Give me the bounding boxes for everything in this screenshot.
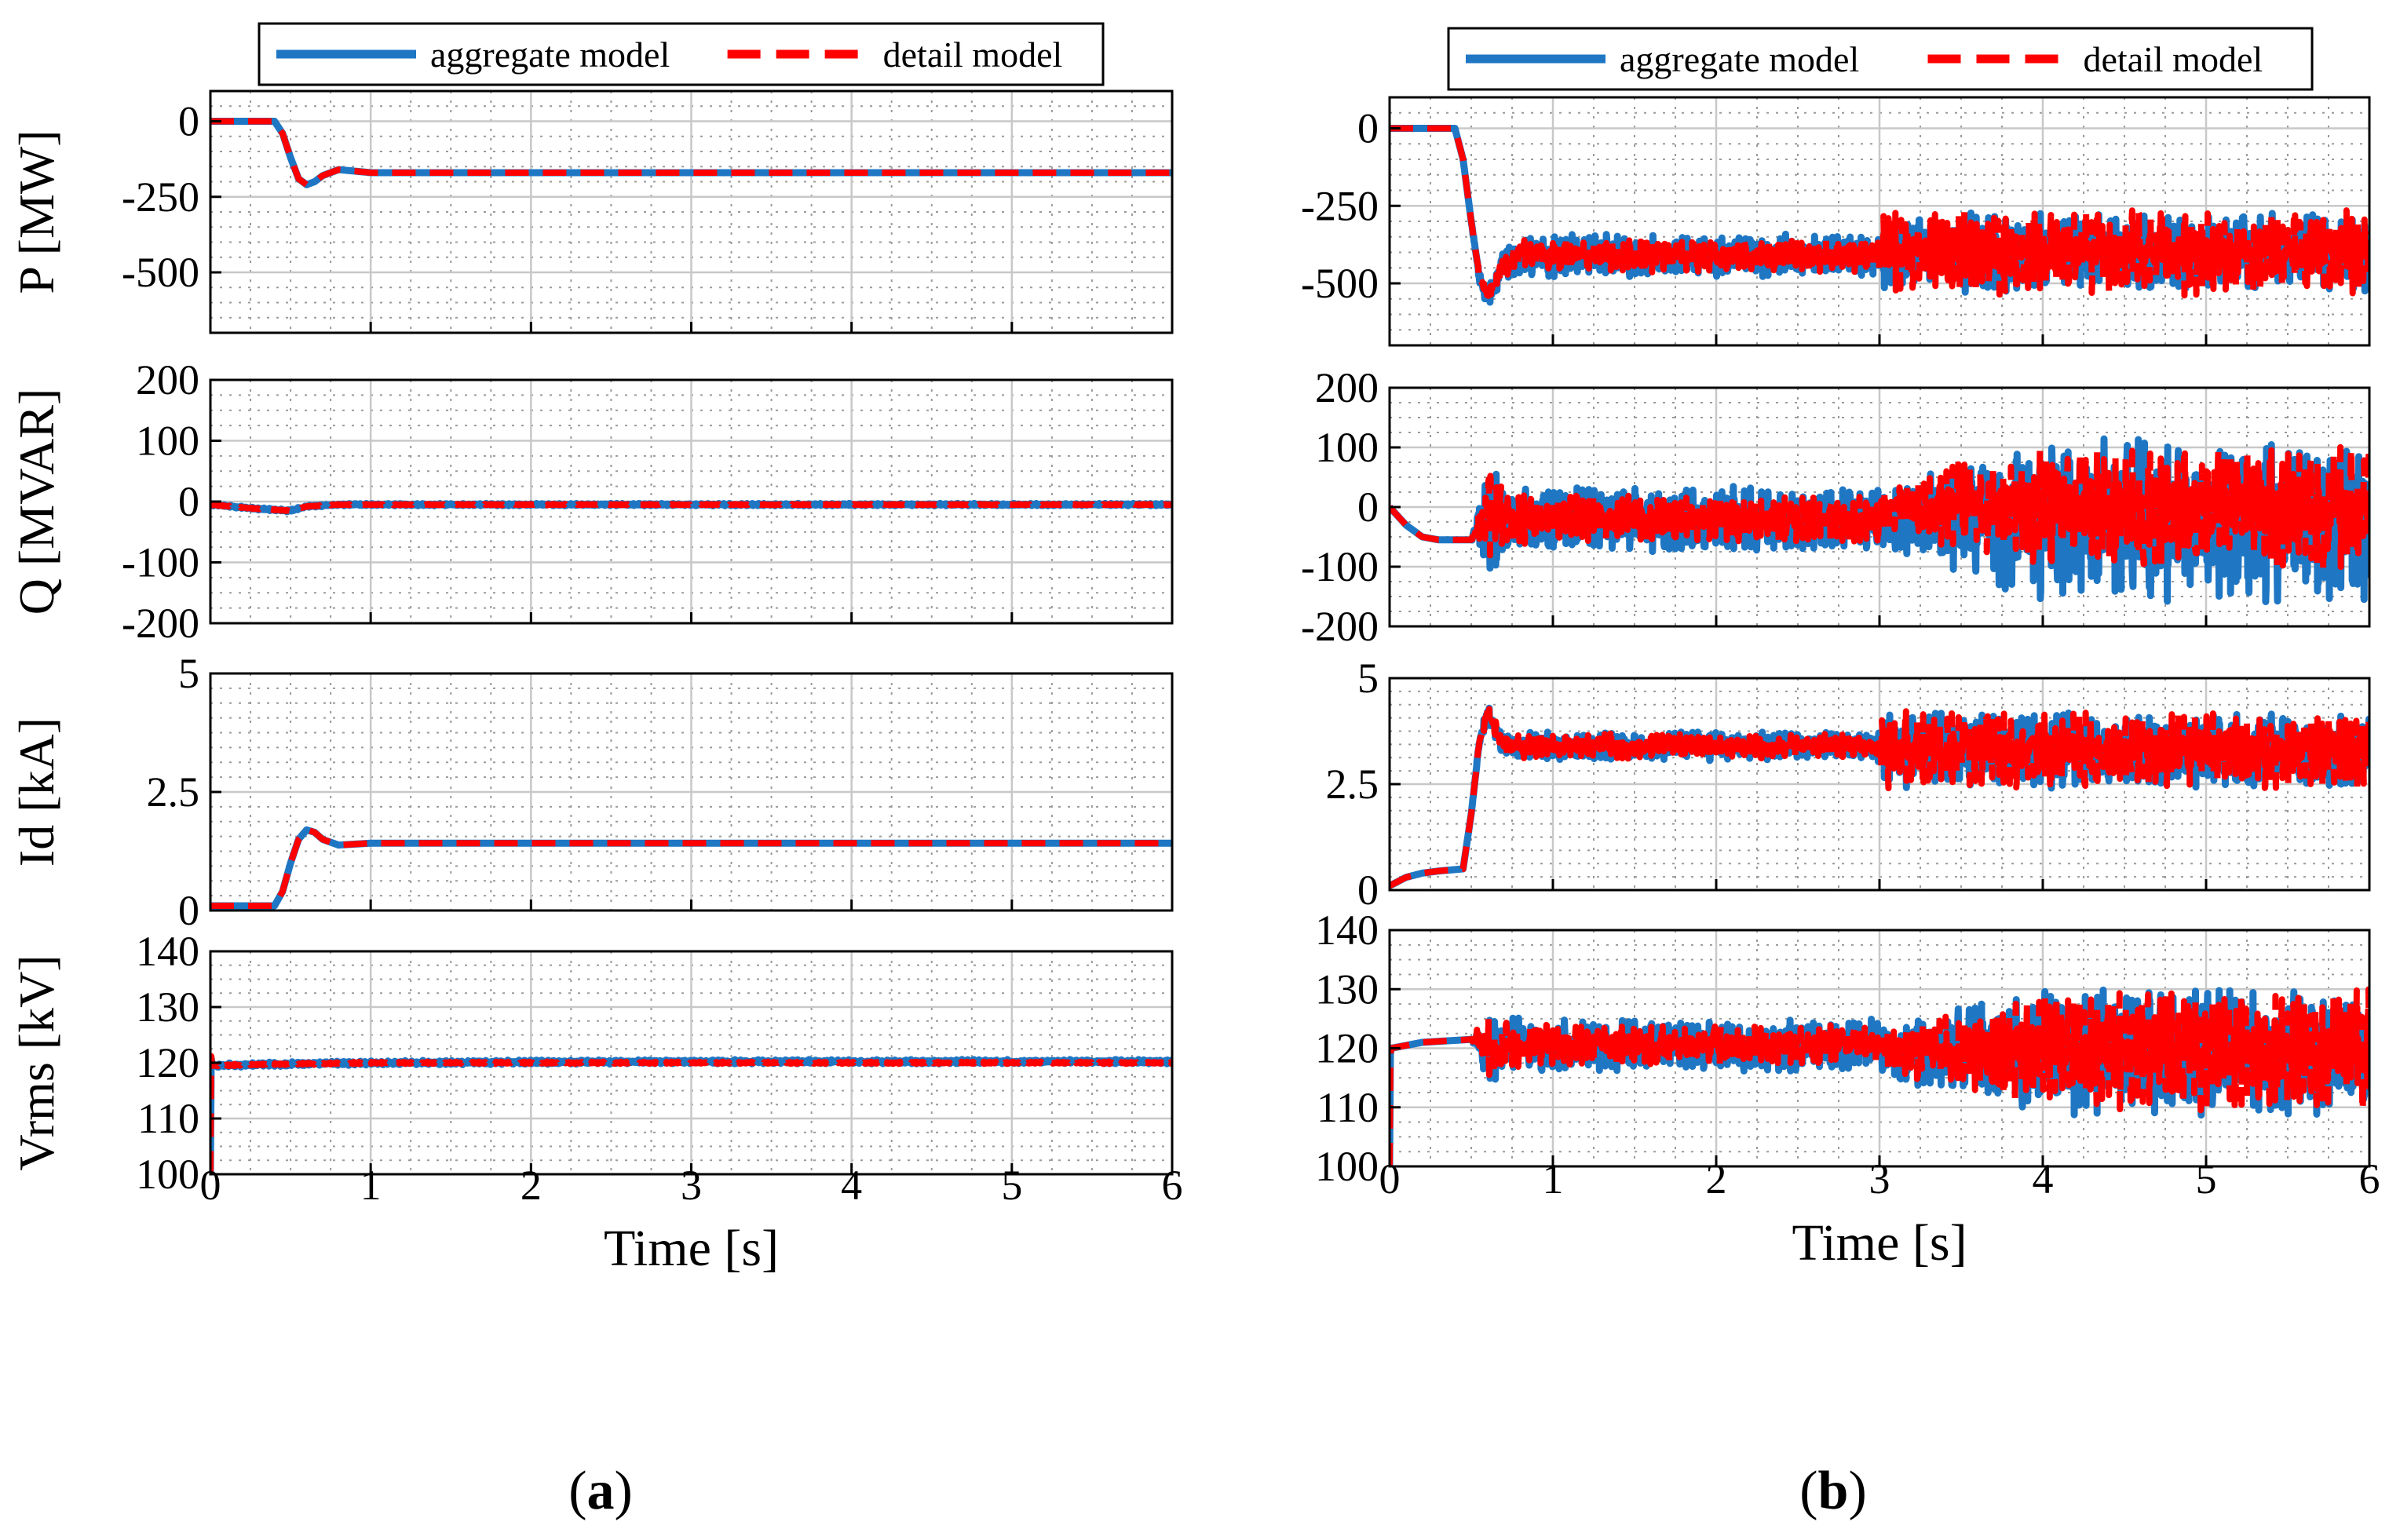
y-tick-label: 140 <box>136 928 199 975</box>
series-group <box>1390 986 2369 1166</box>
series-group <box>210 1053 1172 1174</box>
y-tick-label: -200 <box>1301 603 1379 650</box>
y-tick-label: 0 <box>1357 105 1379 152</box>
y-tick-label: 100 <box>1315 1143 1379 1190</box>
y-tick-label: -500 <box>122 249 199 296</box>
y-tick-label: 120 <box>136 1039 199 1086</box>
series-detail-model <box>1390 706 2369 889</box>
subplot-b-3: 52.50 <box>1326 655 2371 914</box>
x-axis-label: Time [s] <box>1792 1214 1967 1272</box>
y-axis-label: P [MW] <box>9 130 64 294</box>
series-group <box>210 826 1172 910</box>
y-tick-label: 5 <box>178 650 199 697</box>
y-tick-label: 140 <box>1315 907 1379 954</box>
subplot-b-2: 200 100 0 -100 -200 <box>1301 364 2371 650</box>
series-detail-model <box>1390 986 2369 1166</box>
y-tick-label: 100 <box>136 1151 199 1198</box>
y-tick-label: 100 <box>1315 424 1379 471</box>
y-tick-label: -100 <box>122 539 199 586</box>
subplot-a-1: 0 -250 -500 P [MW] <box>9 89 1174 334</box>
series-group <box>1390 435 2369 606</box>
panel-label-a: (a) <box>568 1461 633 1521</box>
legend-label-aggregate: aggregate model <box>1620 39 1859 79</box>
subplot-a-2: 200 100 0 -100 -200 Q [MVAR] <box>9 356 1174 647</box>
x-tick-label: 4 <box>2033 1155 2054 1202</box>
subplot-b-1: 0 -250 -500 <box>1301 96 2371 347</box>
legend-label-aggregate: aggregate model <box>430 35 670 75</box>
y-tick-label: 200 <box>1315 364 1379 411</box>
y-tick-label: 0 <box>178 98 199 145</box>
x-tick-label: 6 <box>1162 1162 1183 1209</box>
x-tick-label: 1 <box>360 1162 382 1209</box>
subplot-a-4: 140 130 120 110 100 Vrms [kV] <box>9 928 1174 1198</box>
series-group <box>210 118 1172 188</box>
x-tick-label: 5 <box>2196 1155 2217 1202</box>
panel-b-chart: 0-250-5002001000-100-20052.5014013012011… <box>1301 27 2380 1272</box>
x-tick-label: 0 <box>1379 1155 1401 1202</box>
legend-box <box>258 22 1105 86</box>
x-tick-label: 4 <box>841 1162 862 1209</box>
series-detail-model <box>1390 125 2369 302</box>
series-detail-model <box>210 501 1172 514</box>
series-detail-model <box>210 827 1172 909</box>
x-tick-label: 2 <box>1706 1155 1727 1202</box>
y-tick-label: -100 <box>1301 543 1379 590</box>
y-tick-label: -250 <box>1301 182 1379 229</box>
series-detail-model <box>1390 443 2369 574</box>
x-tick-label: 3 <box>681 1162 702 1209</box>
series-group <box>210 499 1172 516</box>
panel-label-b: (b) <box>1799 1461 1867 1521</box>
y-tick-label: 0 <box>1357 484 1379 531</box>
y-axis-label: Id [kA] <box>9 717 64 867</box>
y-tick-label: 0 <box>1357 867 1379 914</box>
y-tick-label: 0 <box>178 887 199 934</box>
legend-label-detail: detail model <box>2084 39 2263 79</box>
y-tick-label: 110 <box>1317 1084 1379 1131</box>
series-detail-model <box>210 1053 1172 1174</box>
y-tick-label: 120 <box>1315 1025 1379 1072</box>
x-tick-label: 5 <box>1001 1162 1022 1209</box>
legend-label-detail: detail model <box>883 35 1063 75</box>
y-tick-label: 5 <box>1357 655 1379 702</box>
series-group <box>1390 125 2369 306</box>
legend-box <box>1447 27 2314 91</box>
y-tick-label: -200 <box>122 600 199 647</box>
y-tick-label: -250 <box>122 173 199 221</box>
series-detail-model <box>210 118 1172 188</box>
y-axis-label: Vrms [kV] <box>9 954 64 1170</box>
x-tick-label: 2 <box>521 1162 542 1209</box>
x-axis-label: Time [s] <box>604 1220 779 1277</box>
y-tick-label: 110 <box>137 1095 199 1142</box>
x-tick-label: 0 <box>200 1162 221 1209</box>
subplot-b-4: 140 130 120 110 100 <box>1315 907 2371 1190</box>
y-tick-label: 100 <box>136 418 199 465</box>
y-tick-label: 0 <box>178 478 199 525</box>
y-tick-label: 200 <box>136 356 199 403</box>
subplot-a-3: 5 2.5 0 Id [kA] <box>9 650 1174 934</box>
y-tick-label: 2.5 <box>147 768 200 816</box>
x-tick-label: 6 <box>2359 1155 2380 1202</box>
y-tick-label: 130 <box>1315 965 1379 1013</box>
series-group <box>1390 704 2369 889</box>
x-tick-label: 3 <box>1869 1155 1890 1202</box>
y-tick-label: 130 <box>136 983 199 1031</box>
x-tick-label: 1 <box>1543 1155 1564 1202</box>
legend: aggregate model detail model <box>1447 27 2314 91</box>
y-tick-label: -500 <box>1301 260 1379 307</box>
legend: aggregate model detail model <box>258 22 1105 86</box>
y-axis-label: Q [MVAR] <box>9 389 64 615</box>
y-tick-label: 2.5 <box>1326 761 1379 808</box>
